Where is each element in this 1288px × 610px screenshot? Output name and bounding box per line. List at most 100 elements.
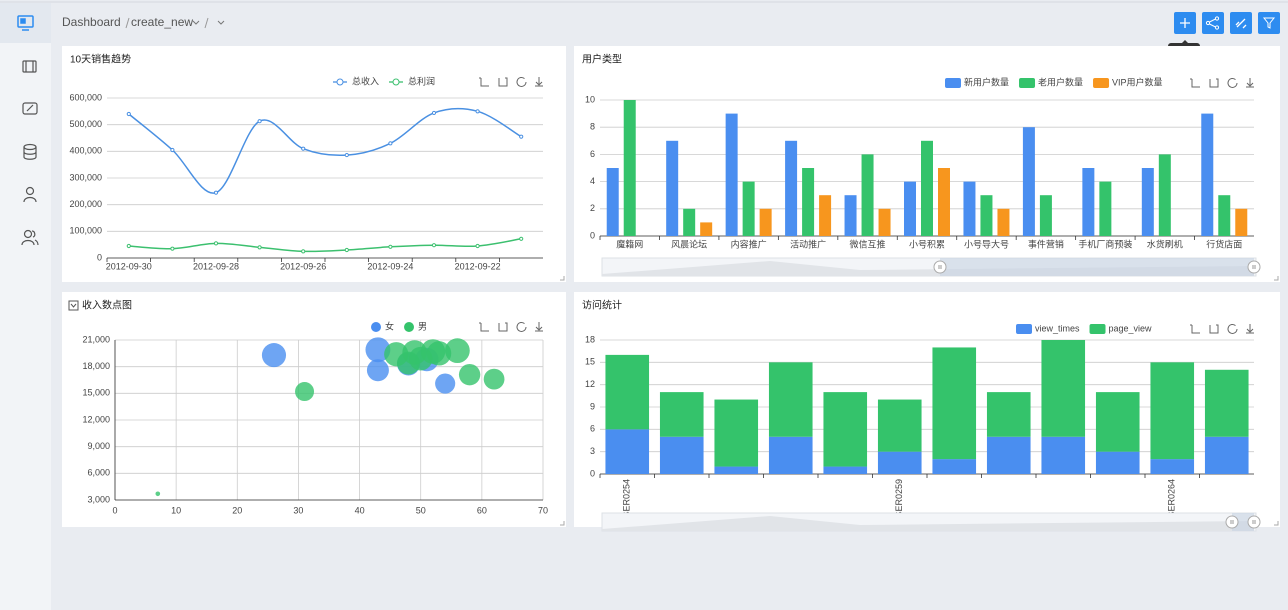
zoom-window bbox=[1232, 513, 1254, 531]
bar bbox=[1082, 168, 1095, 236]
x-tick-label: 2012-09-30 bbox=[106, 261, 152, 271]
bar bbox=[714, 466, 759, 474]
nav-users[interactable] bbox=[21, 229, 39, 246]
point bbox=[126, 243, 131, 249]
resize-grip bbox=[1274, 521, 1279, 526]
bar bbox=[623, 100, 636, 236]
resize-grip bbox=[560, 521, 565, 526]
bar bbox=[1095, 451, 1140, 474]
toolbox-icon[interactable] bbox=[1190, 78, 1200, 88]
bar bbox=[932, 347, 977, 460]
dropdown-caret[interactable] bbox=[217, 20, 225, 25]
toolbox-icon[interactable] bbox=[535, 322, 543, 332]
bar bbox=[659, 392, 704, 437]
point bbox=[431, 110, 437, 116]
bar bbox=[823, 466, 868, 474]
legend-label[interactable]: VIP用户数量 bbox=[1112, 76, 1163, 87]
y-tick-label: 18 bbox=[585, 334, 595, 344]
link-button[interactable] bbox=[1230, 12, 1252, 34]
nav-user[interactable] bbox=[23, 186, 37, 203]
dropdown-caret[interactable] bbox=[192, 20, 200, 25]
bar bbox=[1150, 459, 1195, 474]
x-tick-label: USER0254 bbox=[622, 479, 632, 524]
legend-label[interactable]: 新用户数量 bbox=[964, 76, 1009, 87]
point bbox=[475, 243, 480, 249]
y-tick-label: 0 bbox=[97, 252, 102, 262]
bar bbox=[1218, 195, 1231, 236]
share-button[interactable] bbox=[1202, 12, 1224, 34]
breadcrumb-home[interactable]: Dashboard bbox=[62, 15, 121, 29]
toolbox-icon[interactable] bbox=[1209, 324, 1219, 334]
zoom-handle[interactable] bbox=[1247, 515, 1261, 529]
toolbox-restore[interactable] bbox=[516, 76, 527, 87]
logo-icon[interactable] bbox=[17, 15, 34, 31]
toolbox-icon[interactable] bbox=[1246, 324, 1254, 334]
toolbox-restore[interactable] bbox=[516, 321, 527, 332]
bar bbox=[768, 436, 813, 474]
y-tick-label: 100,000 bbox=[69, 226, 102, 236]
legend-label[interactable]: 总收入 bbox=[352, 75, 379, 86]
y-tick-label: 15 bbox=[585, 357, 595, 367]
y-tick-label: 400,000 bbox=[69, 146, 102, 156]
bubble bbox=[426, 341, 452, 366]
filter-button[interactable] bbox=[1258, 12, 1280, 34]
legend-label[interactable]: view_times bbox=[1035, 323, 1080, 333]
y-tick-label: 0 bbox=[590, 230, 595, 240]
bar bbox=[819, 195, 832, 236]
point bbox=[475, 109, 480, 114]
legend-label[interactable]: 老用户数量 bbox=[1038, 76, 1083, 87]
bar bbox=[986, 392, 1031, 437]
point bbox=[213, 241, 219, 246]
toolbox-icon[interactable] bbox=[479, 77, 489, 87]
point bbox=[213, 190, 219, 195]
legend-label[interactable]: page_view bbox=[1109, 323, 1153, 333]
toolbox-icon[interactable] bbox=[535, 77, 543, 87]
chart-title: 访问统计 bbox=[582, 299, 622, 312]
legend-label[interactable]: 总利润 bbox=[408, 75, 435, 86]
zoom-handle[interactable] bbox=[933, 260, 947, 274]
toolbox-restore[interactable] bbox=[1227, 323, 1238, 334]
x-tick-label: 风晨论坛 bbox=[671, 238, 707, 249]
y-tick-label: 600,000 bbox=[69, 92, 102, 102]
y-tick-label: 6 bbox=[590, 149, 595, 159]
point bbox=[431, 243, 437, 248]
bubble bbox=[408, 346, 433, 371]
zoom-handle[interactable] bbox=[1247, 260, 1261, 274]
y-tick-label: 18,000 bbox=[82, 361, 110, 371]
point bbox=[257, 119, 262, 124]
bar bbox=[1095, 392, 1140, 452]
toolbox-icon[interactable] bbox=[1246, 78, 1254, 88]
toolbox-icon[interactable] bbox=[1209, 78, 1219, 88]
legend-icon bbox=[404, 322, 415, 332]
legend-label[interactable]: 女 bbox=[385, 320, 394, 331]
x-tick-label: 0 bbox=[112, 505, 117, 515]
toolbox-icon[interactable] bbox=[479, 322, 489, 332]
y-tick-label: 15,000 bbox=[82, 388, 110, 398]
toolbox-icon[interactable] bbox=[1190, 324, 1200, 334]
breadcrumb-page[interactable]: create_new bbox=[131, 15, 193, 29]
x-tick-label: USER0264 bbox=[1167, 479, 1177, 524]
legend-label[interactable]: 男 bbox=[418, 321, 427, 331]
x-tick-label: 40 bbox=[355, 505, 365, 515]
nav-edit[interactable] bbox=[22, 102, 38, 115]
toolbox-icon[interactable] bbox=[498, 77, 508, 87]
legend-icon bbox=[1016, 324, 1032, 334]
x-tick-label: 50 bbox=[416, 505, 426, 515]
bar bbox=[877, 451, 922, 474]
bar bbox=[1150, 362, 1195, 460]
zoom-handle[interactable] bbox=[1225, 515, 1239, 529]
add-button[interactable] bbox=[1174, 12, 1196, 34]
toolbox-icon[interactable] bbox=[498, 322, 508, 332]
bar bbox=[1039, 195, 1052, 236]
bar bbox=[932, 459, 977, 474]
bar bbox=[963, 181, 976, 236]
point bbox=[126, 111, 131, 117]
nav-database[interactable] bbox=[23, 143, 37, 160]
nav-film[interactable] bbox=[22, 60, 37, 73]
bar bbox=[1204, 436, 1249, 474]
collapse-icon[interactable] bbox=[68, 300, 79, 311]
y-tick-label: 8 bbox=[590, 122, 595, 132]
toolbox-restore[interactable] bbox=[1227, 77, 1238, 88]
breadcrumb-separator bbox=[204, 17, 209, 29]
